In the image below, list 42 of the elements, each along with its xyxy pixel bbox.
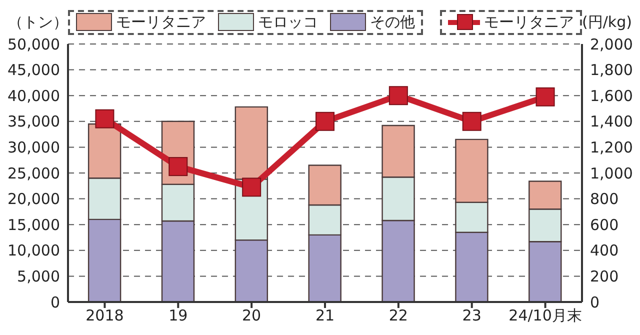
y-tick-label: 0 <box>50 293 60 312</box>
x-tick-label: 21 <box>315 306 335 325</box>
y-tick-label: 40,000 <box>8 86 60 105</box>
point <box>536 87 555 106</box>
x-tick-label: 19 <box>168 306 188 325</box>
point <box>388 86 408 106</box>
y-tick-label: 35,000 <box>8 112 60 131</box>
y-tick-label: 15,000 <box>8 216 60 234</box>
y2-tick-label: 2,000 <box>590 35 633 54</box>
y-tick-label: 45,000 <box>8 61 60 80</box>
y-tick-label: 20,000 <box>8 190 60 208</box>
legend-label: モロッコ <box>257 12 318 32</box>
y2-tick-label: 1,400 <box>590 112 633 131</box>
point <box>462 112 482 131</box>
x-tick-label: 2018 <box>86 306 124 325</box>
y2-tick-label: 400 <box>590 242 619 260</box>
y2-tick-label: 1,200 <box>590 138 633 157</box>
y2-tick-label: 1,000 <box>590 164 633 182</box>
y2-tick-label: 0 <box>590 293 600 312</box>
legend-label: その他 <box>369 12 415 32</box>
y2-tick-label: 200 <box>590 268 619 286</box>
point <box>168 157 188 176</box>
y-tick-label: 10,000 <box>8 242 60 260</box>
y2-tick-label: 600 <box>590 216 619 234</box>
x-tick-label: 23 <box>462 306 482 325</box>
x-tick-label: 22 <box>388 306 408 325</box>
y2-tick-label: 1,600 <box>590 86 633 105</box>
point <box>95 109 114 128</box>
y-tick-label: 5,000 <box>17 268 60 286</box>
y2-tick-label: 1,800 <box>590 61 633 80</box>
point <box>242 178 262 197</box>
x-tick-label: 24/10月末 <box>508 306 582 325</box>
y-tick-label: 30,000 <box>8 138 60 157</box>
y-axis-title: （トン） <box>8 12 68 32</box>
legend-label: モーリタニア <box>115 12 206 32</box>
legend-label: モーリタニア <box>483 12 574 32</box>
y-tick-label: 25,000 <box>8 164 60 182</box>
x-tick-label: 20 <box>242 306 262 325</box>
point <box>316 112 334 131</box>
y2-tick-label: 800 <box>590 190 619 208</box>
y2-axis-title: (円/kg) <box>582 12 632 32</box>
y-tick-label: 50,000 <box>8 35 60 54</box>
